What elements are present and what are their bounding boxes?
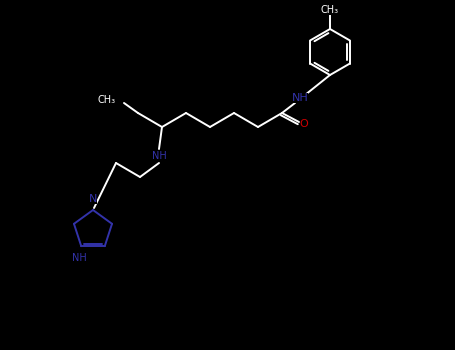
Text: NH: NH: [292, 93, 308, 103]
Text: O: O: [300, 119, 308, 129]
Text: N: N: [89, 194, 97, 204]
Text: NH: NH: [152, 151, 167, 161]
Text: CH₃: CH₃: [98, 95, 116, 105]
Text: CH₃: CH₃: [321, 5, 339, 15]
Text: NH: NH: [72, 253, 86, 263]
